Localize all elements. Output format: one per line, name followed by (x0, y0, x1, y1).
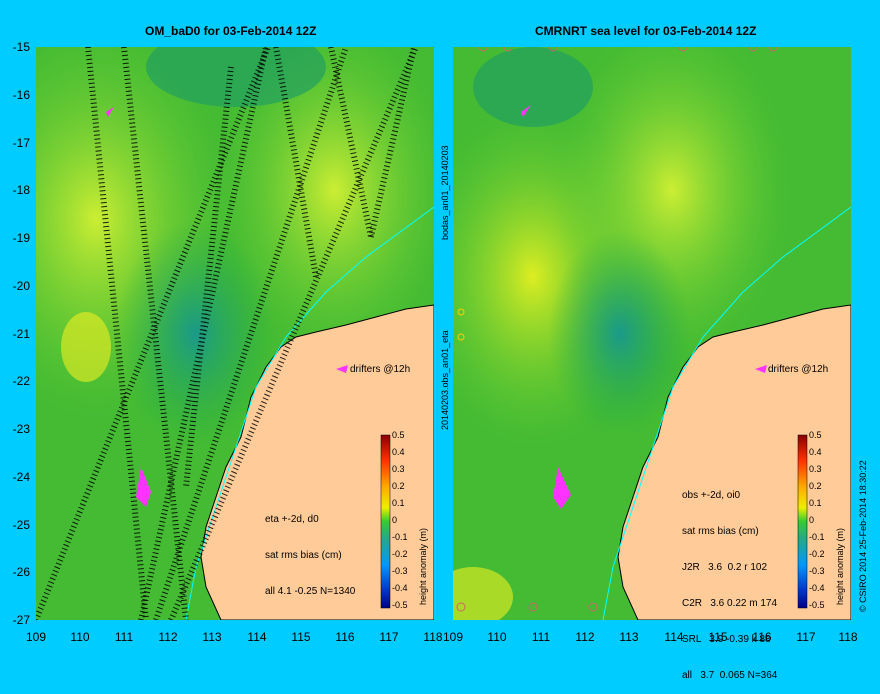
drifter-legend-marker (336, 365, 348, 373)
colorbar-tick: 0.5 (809, 430, 822, 440)
y-tick: -18 (12, 183, 30, 197)
info-line: C2R 3.6 0.22 m 174 (682, 598, 778, 609)
y-tick: -15 (12, 40, 30, 54)
colorbar-tick: 0 (809, 515, 815, 525)
colorbar-label: height anomaly (m) (418, 527, 428, 605)
colorbar-tick: -0.2 (809, 549, 825, 559)
drifter-marker (106, 107, 114, 117)
colorbar (797, 434, 808, 609)
right-map-canvas (433, 42, 852, 627)
x-tick: 111 (531, 630, 551, 644)
x-tick: 115 (708, 630, 728, 644)
colorbar-tick: -0.5 (809, 600, 825, 610)
x-tick: 110 (487, 630, 507, 644)
x-tick: 116 (335, 630, 355, 644)
colorbar-tick: -0.1 (809, 532, 825, 542)
y-tick: -26 (12, 565, 30, 579)
x-tick: 113 (202, 630, 222, 644)
x-tick: 115 (291, 630, 311, 644)
info-line: eta +-2d, d0 (265, 514, 319, 525)
colorbar-tick: 0.3 (392, 464, 405, 474)
right-map-panel (433, 42, 852, 627)
colorbar-tick: 0.2 (809, 481, 822, 491)
x-tick: 117 (379, 630, 399, 644)
colorbar-tick: -0.1 (392, 532, 408, 542)
colorbar (380, 434, 391, 609)
x-tick: 114 (247, 630, 267, 644)
info-line: sat rms bias (cm) (682, 526, 759, 537)
info-line: all 4.1 -0.25 N=1340 (265, 586, 356, 597)
drifter-marker (553, 467, 571, 509)
y-tick: -19 (12, 231, 30, 245)
x-tick: 112 (575, 630, 595, 644)
x-tick: 112 (158, 630, 178, 644)
x-tick: 114 (664, 630, 684, 644)
credit-text: © CSIRO 2014 25-Feb-2014 18:30:22 (858, 460, 868, 612)
drifters-label: drifters @12h (768, 364, 829, 375)
info-line: sat rms bias (cm) (265, 550, 342, 561)
x-tick: 118 (423, 630, 443, 644)
side-label-top: bodas_an01_20140203 (440, 145, 450, 240)
left-map-panel (33, 27, 435, 622)
colorbar-tick: 0.1 (809, 498, 822, 508)
drifter-legend-marker (755, 365, 767, 373)
info-line: obs +-2d, oi0 (682, 490, 741, 501)
y-tick: -25 (12, 518, 30, 532)
x-tick: 116 (752, 630, 772, 644)
colorbar-tick: -0.3 (392, 566, 408, 576)
drifters-label: drifters @12h (350, 364, 411, 375)
colorbar-tick: -0.3 (809, 566, 825, 576)
y-tick: -23 (12, 422, 30, 436)
x-tick: 117 (796, 630, 816, 644)
y-tick: -16 (12, 88, 30, 102)
x-tick: 109 (442, 630, 464, 644)
colorbar-tick: -0.4 (392, 583, 408, 593)
colorbar-tick: -0.2 (392, 549, 408, 559)
left-info-box: eta +-2d, d0 sat rms bias (cm) all 4.1 -… (265, 490, 355, 610)
colorbar-label: height anomaly (m) (835, 527, 845, 605)
colorbar-tick: 0 (392, 515, 398, 525)
info-line: J2R 3.6 0.2 r 102 (682, 562, 768, 573)
colorbar-tick: 0.2 (392, 481, 405, 491)
y-tick: -27 (12, 613, 30, 627)
right-map-title: CMRNRT sea level for 03-Feb-2014 12Z (535, 24, 757, 38)
left-map-title: OM_baD0 for 03-Feb-2014 12Z (145, 24, 317, 38)
colorbar-tick: -0.4 (809, 583, 825, 593)
drifter-marker (136, 467, 151, 507)
info-line: SRL 3.9 -0.39 k 88 (682, 634, 771, 645)
y-tick: -20 (12, 279, 30, 293)
side-label-bottom: 20140203.obs_an01_eta (440, 330, 450, 430)
y-tick: -24 (12, 470, 30, 484)
drifter-marker (521, 105, 531, 117)
x-tick: 118 (838, 630, 858, 644)
x-tick: 111 (114, 630, 134, 644)
colorbar-tick: -0.5 (392, 600, 408, 610)
satellite-tracks (33, 45, 419, 622)
left-map-canvas (33, 27, 435, 622)
x-tick: 113 (619, 630, 639, 644)
y-tick: -17 (12, 136, 30, 150)
colorbar-tick: 0.4 (809, 447, 822, 457)
y-tick: -22 (12, 374, 30, 388)
x-tick: 110 (70, 630, 90, 644)
x-tick: 109 (25, 630, 47, 644)
colorbar-tick: 0.5 (392, 430, 405, 440)
colorbar-tick: 0.4 (392, 447, 405, 457)
colorbar-tick: 0.1 (392, 498, 405, 508)
info-line: all 3.7 0.065 N=364 (682, 670, 778, 681)
y-tick: -21 (12, 327, 30, 341)
colorbar-tick: 0.3 (809, 464, 822, 474)
